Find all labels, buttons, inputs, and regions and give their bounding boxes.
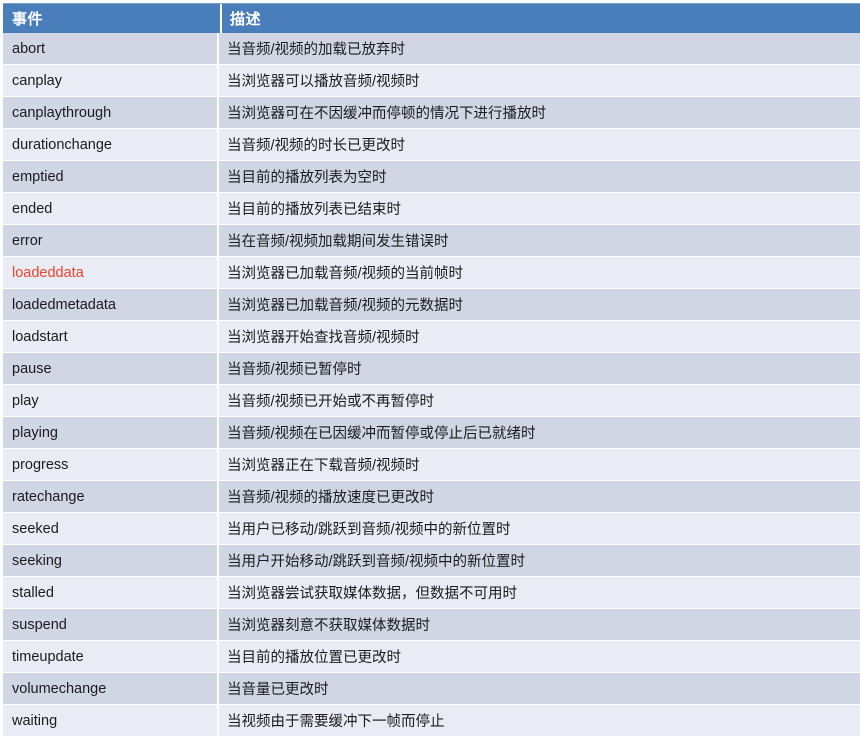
table-row[interactable]: playing 当音频/视频在已因缓冲而暂停或停止后已就绪时 (0, 417, 860, 449)
cell-event-description: 当音频/视频的播放速度已更改时 (227, 490, 435, 506)
column-header-description: 描述 (230, 10, 262, 28)
table-row[interactable]: loadstart 当浏览器开始查找音频/视频时 (0, 321, 860, 353)
row-column-divider (217, 641, 219, 672)
table-row[interactable]: canplaythrough 当浏览器可在不因缓冲而停顿的情况下进行播放时 (0, 97, 860, 129)
cell-event-name: ended (12, 200, 53, 217)
cell-event-description: 当视频由于需要缓冲下一帧而停止 (227, 714, 445, 730)
row-column-divider (217, 577, 219, 608)
cell-event-description: 当在音频/视频加载期间发生错误时 (227, 234, 449, 250)
row-column-divider (217, 705, 219, 736)
table-row[interactable]: play 当音频/视频已开始或不再暂停时 (0, 385, 860, 417)
cell-event-name: emptied (12, 168, 64, 185)
table-row[interactable]: error 当在音频/视频加载期间发生错误时 (0, 225, 860, 257)
table-row[interactable]: timeupdate 当目前的播放位置已更改时 (0, 641, 860, 673)
table-row[interactable]: emptied 当目前的播放列表为空时 (0, 161, 860, 193)
row-column-divider (217, 97, 219, 128)
cell-event-description: 当目前的播放列表已结束时 (227, 202, 401, 218)
table-row[interactable]: seeked 当用户已移动/跳跃到音频/视频中的新位置时 (0, 513, 860, 545)
cell-event-description: 当音量已更改时 (227, 682, 329, 698)
cell-event-name: durationchange (12, 136, 112, 153)
row-column-divider (217, 673, 219, 704)
cell-event-name: suspend (12, 616, 67, 633)
cell-event-description: 当浏览器刻意不获取媒体数据时 (227, 618, 430, 634)
table-header-row: 事件 描述 (0, 0, 860, 35)
cell-event-description: 当音频/视频在已因缓冲而暂停或停止后已就绪时 (227, 426, 536, 442)
cell-event-name: playing (12, 424, 58, 441)
cell-event-description: 当目前的播放位置已更改时 (227, 650, 401, 666)
table-row[interactable]: ratechange 当音频/视频的播放速度已更改时 (0, 481, 860, 513)
row-column-divider (217, 449, 219, 480)
cell-event-name: seeked (12, 520, 59, 537)
cell-event-description: 当音频/视频的时长已更改时 (227, 138, 406, 154)
table-row[interactable]: suspend 当浏览器刻意不获取媒体数据时 (0, 609, 860, 641)
cell-event-description: 当浏览器可在不因缓冲而停顿的情况下进行播放时 (227, 106, 546, 122)
cell-event-name: error (12, 232, 43, 249)
cell-event-name: loadeddata (12, 264, 84, 281)
header-column-divider (220, 1, 222, 35)
cell-event-name: timeupdate (12, 648, 84, 665)
table-row[interactable]: pause 当音频/视频已暂停时 (0, 353, 860, 385)
table-row[interactable]: stalled 当浏览器尝试获取媒体数据，但数据不可用时 (0, 577, 860, 609)
row-column-divider (217, 289, 219, 320)
cell-event-description: 当用户已移动/跳跃到音频/视频中的新位置时 (227, 522, 511, 538)
cell-event-description: 当浏览器已加载音频/视频的当前帧时 (227, 266, 464, 282)
cell-event-name: loadstart (12, 328, 68, 345)
row-column-divider (217, 609, 219, 640)
column-header-event: 事件 (12, 10, 44, 28)
row-column-divider (217, 417, 219, 448)
row-column-divider (217, 161, 219, 192)
cell-event-description: 当音频/视频已暂停时 (227, 362, 362, 378)
cell-event-name: play (12, 392, 39, 409)
table-row[interactable]: seeking 当用户开始移动/跳跃到音频/视频中的新位置时 (0, 545, 860, 577)
row-column-divider (217, 33, 219, 64)
cell-event-description: 当用户开始移动/跳跃到音频/视频中的新位置时 (227, 554, 526, 570)
row-column-divider (217, 65, 219, 96)
cell-event-description: 当浏览器可以播放音频/视频时 (227, 74, 420, 90)
table-row[interactable]: progress 当浏览器正在下载音频/视频时 (0, 449, 860, 481)
cell-event-description: 当浏览器已加载音频/视频的元数据时 (227, 298, 464, 314)
row-column-divider (217, 257, 219, 288)
row-column-divider (217, 481, 219, 512)
cell-event-name: abort (12, 40, 46, 57)
cell-event-name: progress (12, 456, 69, 473)
cell-event-description: 当音频/视频的加载已放弃时 (227, 42, 406, 58)
row-column-divider (217, 321, 219, 352)
table-row[interactable]: volumechange 当音量已更改时 (0, 673, 860, 705)
row-column-divider (217, 225, 219, 256)
table-row[interactable]: ended 当目前的播放列表已结束时 (0, 193, 860, 225)
table-body: abort 当音频/视频的加载已放弃时 canplay 当浏览器可以播放音频/视频时 c… (0, 33, 860, 737)
cell-event-name: stalled (12, 584, 54, 601)
row-column-divider (217, 385, 219, 416)
row-column-divider (217, 129, 219, 160)
table-row[interactable]: canplay 当浏览器可以播放音频/视频时 (0, 65, 860, 97)
row-column-divider (217, 353, 219, 384)
row-column-divider (217, 513, 219, 544)
cell-event-name: seeking (12, 552, 62, 569)
cell-event-name: ratechange (12, 488, 85, 505)
cell-event-description: 当浏览器开始查找音频/视频时 (227, 330, 420, 346)
cell-event-name: canplay (12, 72, 62, 89)
table-row[interactable]: loadeddata 当浏览器已加载音频/视频的当前帧时 (0, 257, 860, 289)
cell-event-description: 当浏览器正在下载音频/视频时 (227, 458, 420, 474)
cell-event-name: canplaythrough (12, 104, 112, 121)
cell-event-name: waiting (12, 712, 58, 729)
cell-event-description: 当音频/视频已开始或不再暂停时 (227, 394, 435, 410)
table-row[interactable]: waiting 当视频由于需要缓冲下一帧而停止 (0, 705, 860, 737)
table-row[interactable]: durationchange 当音频/视频的时长已更改时 (0, 129, 860, 161)
table-row[interactable]: loadedmetadata 当浏览器已加载音频/视频的元数据时 (0, 289, 860, 321)
cell-event-description: 当浏览器尝试获取媒体数据，但数据不可用时 (227, 586, 517, 602)
cell-event-description: 当目前的播放列表为空时 (227, 170, 387, 186)
row-column-divider (217, 193, 219, 224)
cell-event-name: pause (12, 360, 52, 377)
cell-event-name: loadedmetadata (12, 296, 116, 313)
table-row[interactable]: abort 当音频/视频的加载已放弃时 (0, 33, 860, 65)
cell-event-name: volumechange (12, 680, 107, 697)
row-column-divider (217, 545, 219, 576)
